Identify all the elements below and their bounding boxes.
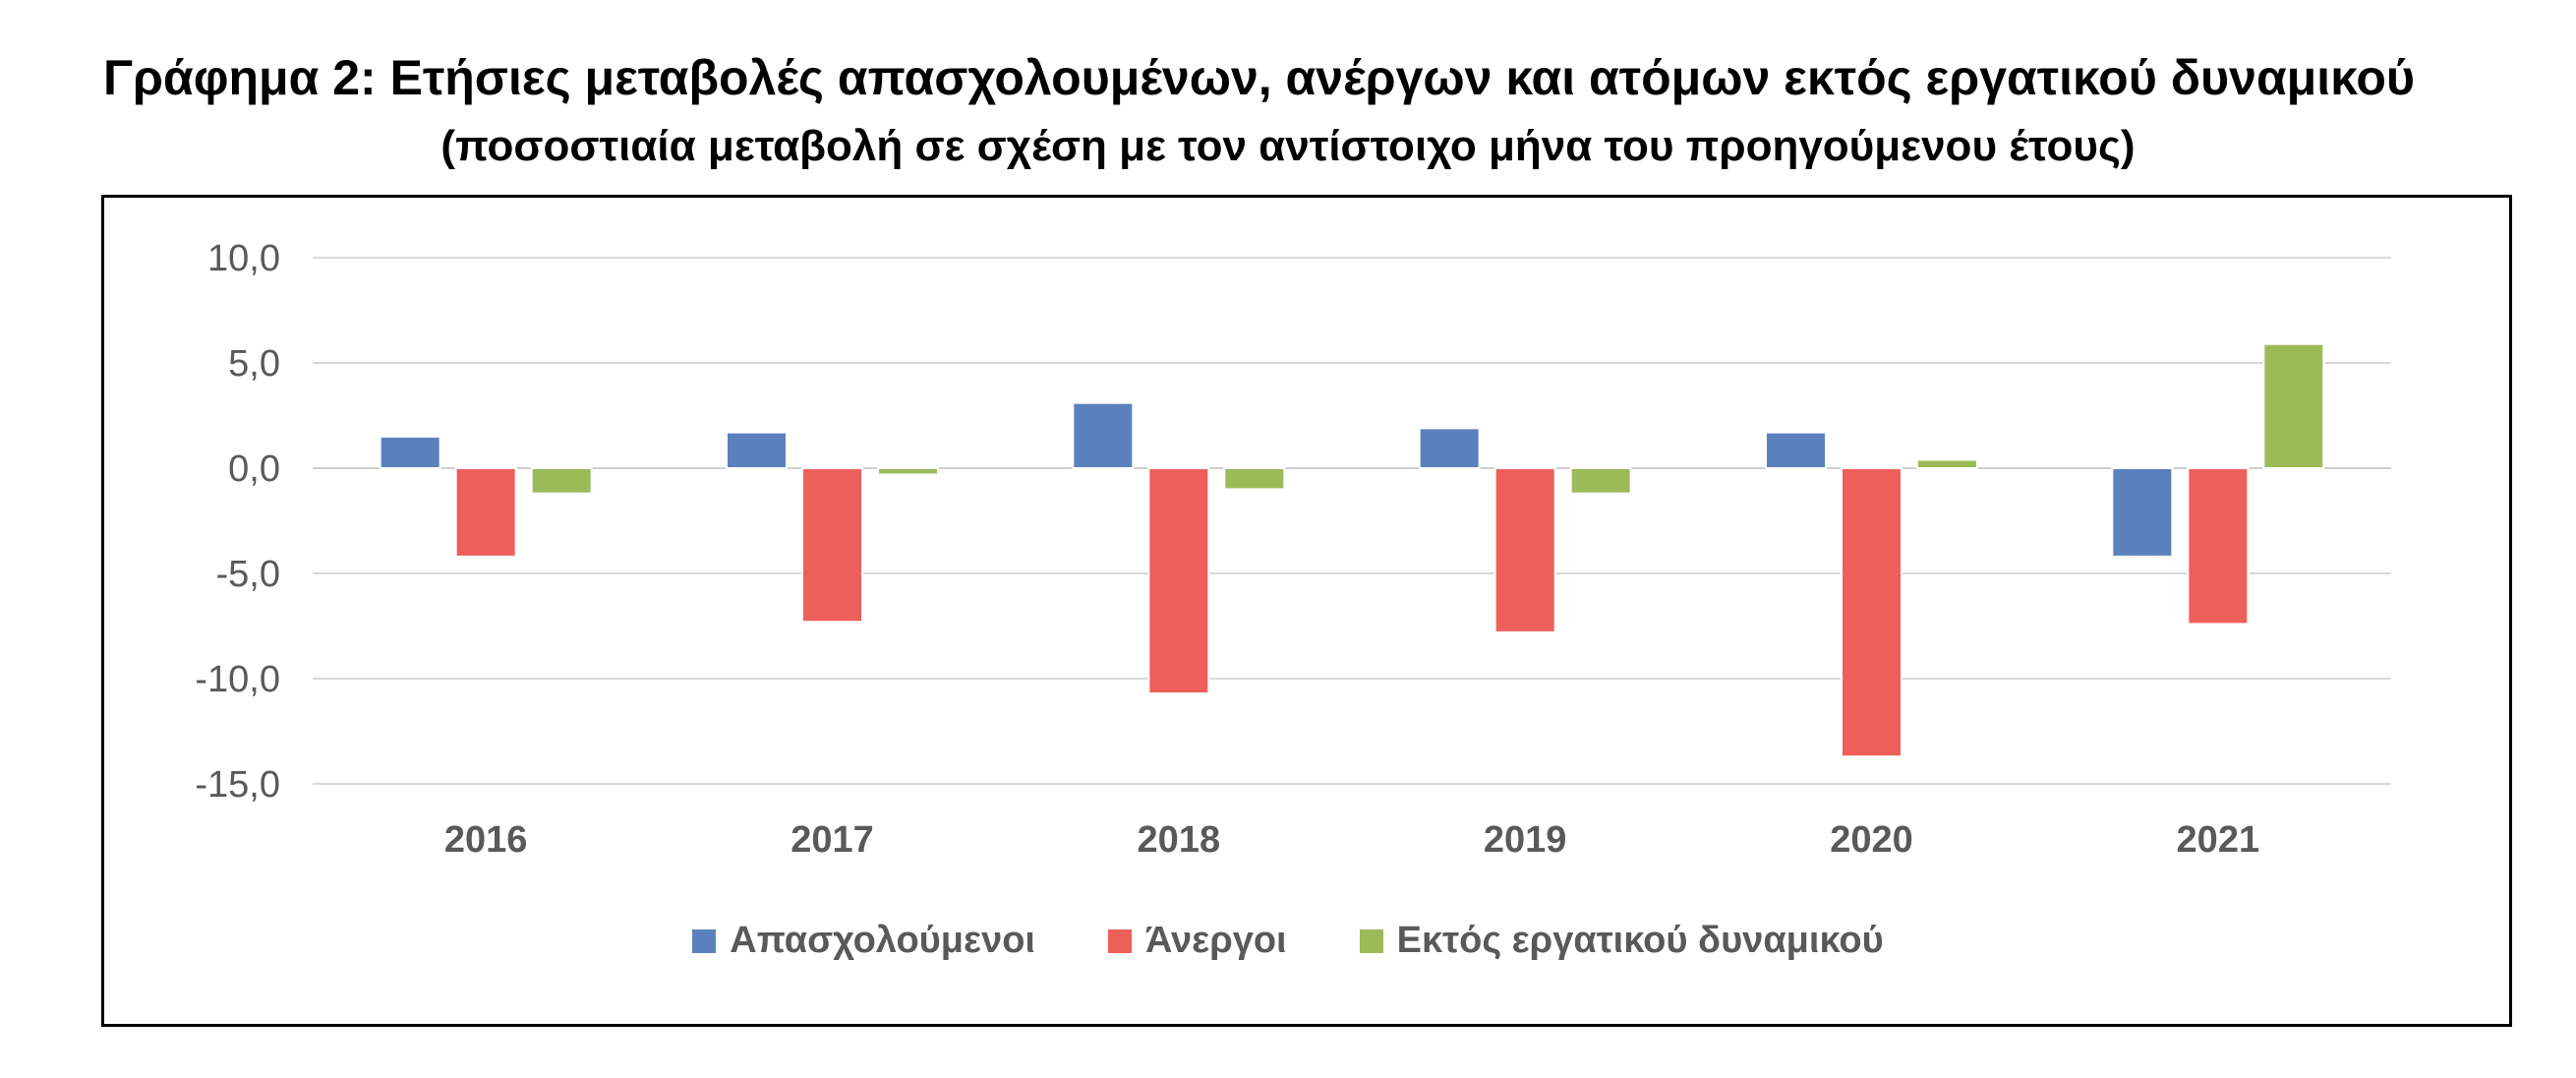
x-category-label: 2016 [444, 819, 528, 861]
legend-label: Άνεργοι [1145, 920, 1287, 961]
bar [1569, 467, 1632, 495]
bar [726, 431, 788, 469]
chart-title: Γράφημα 2: Ετήσιες μεταβολές απασχολουμέ… [103, 50, 2416, 105]
bar [2187, 467, 2250, 626]
legend-item: Άνεργοι [1108, 920, 1287, 962]
y-axis-ticks: 10,0 5,0 0,0 -5,0 -10,0 -15,0 [195, 238, 280, 806]
gridlines [313, 257, 2391, 785]
y-tick-label: -10,0 [195, 659, 280, 700]
legend-swatch [692, 928, 717, 953]
x-category-label: 2021 [2177, 819, 2260, 861]
x-axis-categories: 2016 2017 2018 2019 2020 2021 [444, 819, 2259, 861]
chart-frame [101, 195, 2512, 1027]
legend-item: Απασχολούμενοι [692, 920, 1035, 962]
bar [1841, 467, 1903, 758]
bar [1765, 431, 1827, 469]
x-category-label: 2018 [1138, 819, 1221, 861]
legend-label: Απασχολούμενοι [730, 920, 1035, 961]
x-category-label: 2020 [1830, 819, 1913, 861]
legend: Απασχολούμενοι Άνεργοι Εκτός εργατικού δυν… [0, 920, 2576, 962]
y-tick-label: 5,0 [228, 343, 280, 385]
bar [454, 467, 517, 558]
bar [379, 435, 441, 469]
legend-label: Εκτός εργατικού δυναμικού [1396, 920, 1884, 961]
bar [1072, 401, 1135, 469]
bar [2111, 467, 2174, 558]
bar [1223, 467, 1286, 491]
x-category-label: 2017 [790, 819, 874, 861]
chart-subtitle: (ποσοστιαία μεταβολή σε σχέση με τον αντ… [440, 122, 2136, 170]
bar [1916, 458, 1978, 470]
bar [1418, 427, 1481, 469]
y-tick-label: 10,0 [207, 238, 280, 279]
legend-swatch [1108, 928, 1132, 953]
legend-item: Εκτός εργατικού δυναμικού [1359, 920, 1884, 962]
bar [530, 467, 593, 495]
bar [2262, 342, 2325, 469]
legend-swatch [1359, 928, 1383, 953]
bar [1147, 467, 1210, 694]
bar [1493, 467, 1556, 633]
bars [379, 342, 2325, 758]
x-category-label: 2019 [1484, 819, 1567, 861]
bar [801, 467, 863, 624]
y-tick-label: -5,0 [216, 554, 280, 595]
y-tick-label: 0,0 [228, 449, 280, 490]
y-tick-label: -15,0 [195, 764, 280, 806]
bar [877, 467, 939, 476]
